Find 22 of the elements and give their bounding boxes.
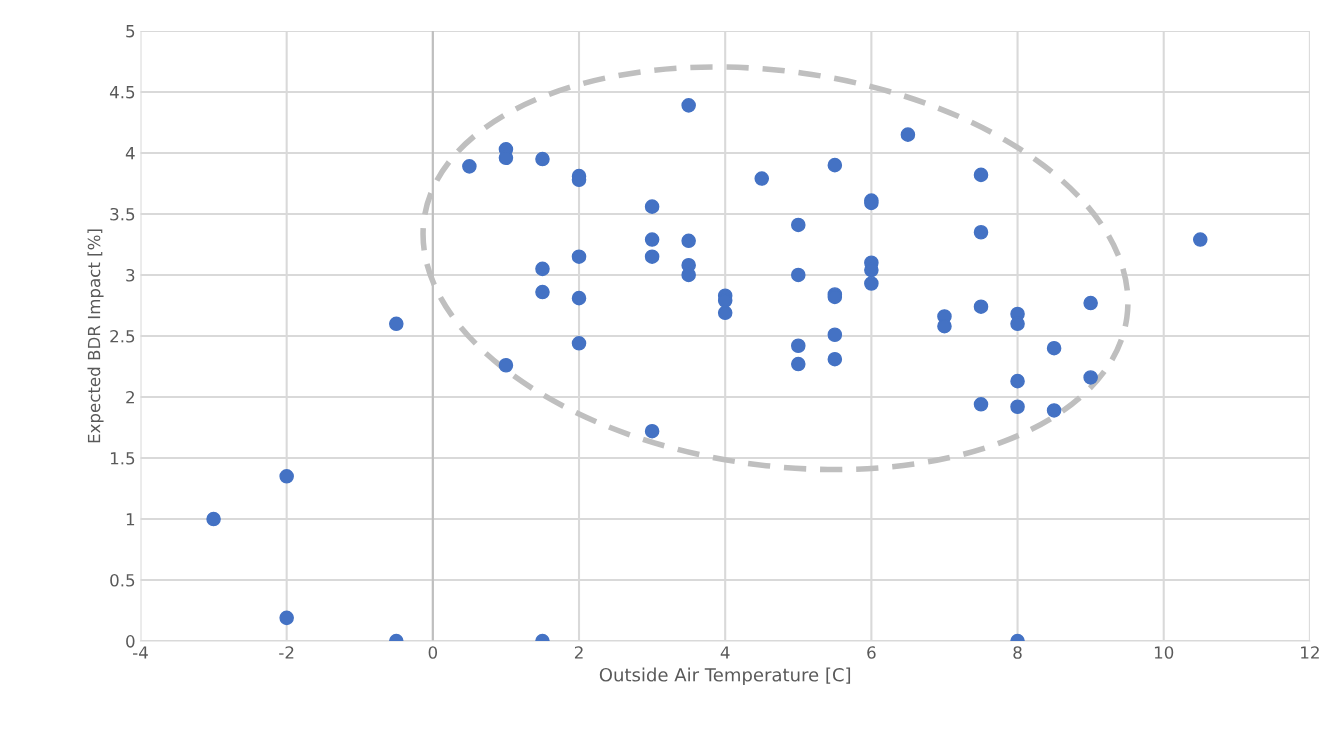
- x-tick-label: 10: [1154, 646, 1174, 659]
- x-tick-label: -4: [133, 646, 148, 659]
- y-tick-label: 1: [126, 513, 135, 526]
- x-tick-label: 12: [1301, 646, 1319, 659]
- y-tick-label: 2.5: [110, 329, 135, 343]
- y-tick-label: 1.5: [110, 452, 135, 465]
- x-axis-title: Outside Air Temperature [C]: [599, 667, 851, 686]
- y-tick-label: 3: [126, 268, 135, 282]
- y-tick-label: 0: [126, 635, 135, 648]
- y-tick-label: 3.5: [110, 207, 135, 221]
- y-tick-label: 5: [126, 25, 135, 38]
- y-tick-label: 2: [126, 390, 134, 404]
- y-axis-title: Expected BDR Impact [%]: [87, 229, 104, 443]
- x-tick-label: 2: [574, 646, 583, 659]
- x-tick-label: -2: [279, 646, 294, 659]
- x-tick-label: 4: [720, 646, 730, 659]
- x-tick-label: 8: [1013, 646, 1022, 659]
- y-tick-label: 4.5: [109, 86, 135, 99]
- y-tick-label: 0.5: [110, 574, 135, 587]
- y-tick-label: 4: [125, 147, 135, 160]
- x-tick-label: 6: [867, 646, 876, 659]
- x-tick-label: 0: [428, 646, 438, 659]
